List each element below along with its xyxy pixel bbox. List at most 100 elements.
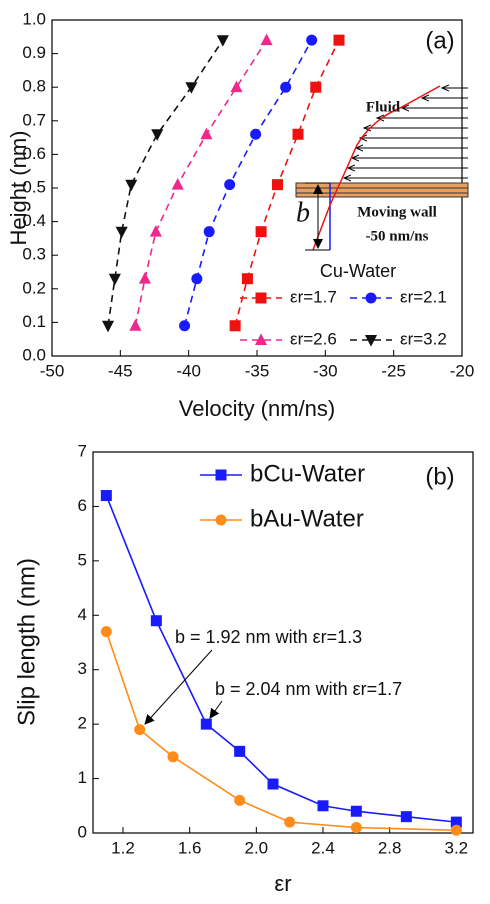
moving-wall: [295, 182, 469, 198]
marker: [129, 319, 142, 331]
marker: [108, 273, 121, 286]
x-tick-label: 3.2: [445, 838, 469, 857]
legend-label: εr=2.1: [400, 287, 447, 306]
marker: [151, 129, 164, 141]
marker: [150, 615, 162, 627]
velocity-profile: [312, 85, 441, 251]
marker: [149, 225, 162, 237]
y-tick-label: 0.5: [22, 177, 46, 196]
y-tick-label: 0.4: [22, 211, 46, 230]
series-line: [107, 39, 224, 326]
marker: [191, 273, 203, 285]
marker: [350, 805, 362, 817]
y-tick-label: 2: [78, 714, 87, 733]
marker: [100, 626, 112, 638]
y-tick-label: 4: [78, 605, 87, 624]
marker: [280, 81, 292, 93]
series-line: [105, 495, 457, 823]
marker: [179, 320, 191, 332]
legend-marker: [364, 335, 378, 347]
plot: -50 -45 -40 -35 -30 -25 -20 0.0 0.1 0.2 0.3 0.4 0.5 0…: [6, 9, 474, 420]
x-tick-label: -35: [245, 361, 270, 380]
x-tick-label: 1.6: [178, 838, 202, 857]
marker: [203, 226, 215, 238]
marker: [250, 128, 262, 140]
marker: [292, 128, 304, 140]
series-line: [105, 631, 457, 832]
legend-label: εr=1.7: [290, 287, 337, 306]
x-tick-label: -40: [176, 361, 201, 380]
annotation: b = 2.04 nm with εr=1.7: [215, 679, 402, 699]
marker: [216, 35, 229, 47]
inset-diagram: Fluid Moving wall -50 nm/ns b: [295, 85, 469, 251]
marker: [234, 794, 246, 806]
y-tick-label: 0.7: [22, 110, 46, 129]
marker: [101, 320, 115, 333]
marker: [450, 816, 462, 828]
x-axis-title: εr: [274, 871, 291, 896]
marker: [230, 80, 243, 93]
x-tick-label: 2.8: [378, 838, 402, 857]
x-tick-label: 2.0: [245, 838, 269, 857]
annotation: -50 nm/ns: [366, 228, 429, 244]
arrow: [209, 700, 223, 719]
y-tick-label: 7: [78, 441, 87, 460]
marker: [310, 81, 322, 93]
marker: [200, 127, 213, 140]
plot: 1.2 1.6 2.0 2.4 2.8 3.2 0 1 2 3 4 5 6 7 εr Slip length …: [13, 441, 474, 896]
y-tick-label: 0.2: [22, 278, 46, 297]
legend-label: εr=3.2: [400, 329, 447, 348]
panel-label: (b): [425, 463, 454, 490]
x-axis-title: Velocity (nm/ns): [179, 396, 336, 421]
marker: [317, 800, 329, 812]
y-axis-title: Slip length (nm): [13, 558, 40, 726]
marker: [167, 751, 179, 763]
marker: [450, 824, 462, 836]
marker: [267, 778, 279, 790]
y-tick-label: 0.3: [22, 245, 46, 264]
x-tick-label: -50: [40, 361, 65, 380]
marker: [306, 34, 318, 46]
y-tick-label: 0.8: [22, 77, 46, 96]
y-tick-label: 5: [78, 550, 87, 569]
y-tick-label: 6: [78, 496, 87, 515]
marker: [255, 226, 267, 238]
marker: [272, 179, 283, 191]
marker: [100, 490, 112, 502]
marker: [333, 34, 345, 46]
x-tick-label: 1.2: [111, 838, 135, 857]
annotation: Moving wall: [357, 204, 437, 220]
marker: [260, 33, 273, 46]
y-tick-label: 0.6: [22, 144, 46, 163]
legend-marker: [215, 469, 227, 481]
velocity-arrows: [344, 88, 468, 178]
y-tick-label: 3: [78, 659, 87, 678]
x-tick-label: -45: [108, 361, 133, 380]
marker: [200, 718, 212, 730]
legend-title: Cu-Water: [320, 261, 396, 281]
marker: [171, 178, 184, 190]
marker: [350, 822, 362, 834]
panel-label: (a): [425, 27, 454, 54]
legend-marker: [255, 292, 267, 304]
y-axis-title: Height (nm): [6, 131, 31, 246]
x-tick-label: -25: [381, 361, 406, 380]
annotation: Fluid: [366, 99, 401, 115]
marker: [134, 724, 146, 736]
y-tick-label: 0.0: [22, 345, 46, 364]
y-tick-label: 0: [78, 822, 87, 841]
marker: [185, 82, 198, 94]
marker: [224, 179, 236, 191]
marker: [284, 816, 296, 828]
legend-label: bAu-Water: [250, 505, 364, 532]
marker: [138, 272, 151, 284]
legend-label: εr=2.6: [290, 329, 337, 348]
x-tick-label: -30: [313, 361, 338, 380]
x-tick-label: 2.4: [311, 838, 335, 857]
arrow: [144, 649, 213, 725]
annotation: b = 1.92 nm with εr=1.3: [175, 627, 362, 647]
legend-marker: [215, 514, 227, 526]
marker: [229, 320, 241, 332]
legend-marker: [365, 292, 377, 304]
